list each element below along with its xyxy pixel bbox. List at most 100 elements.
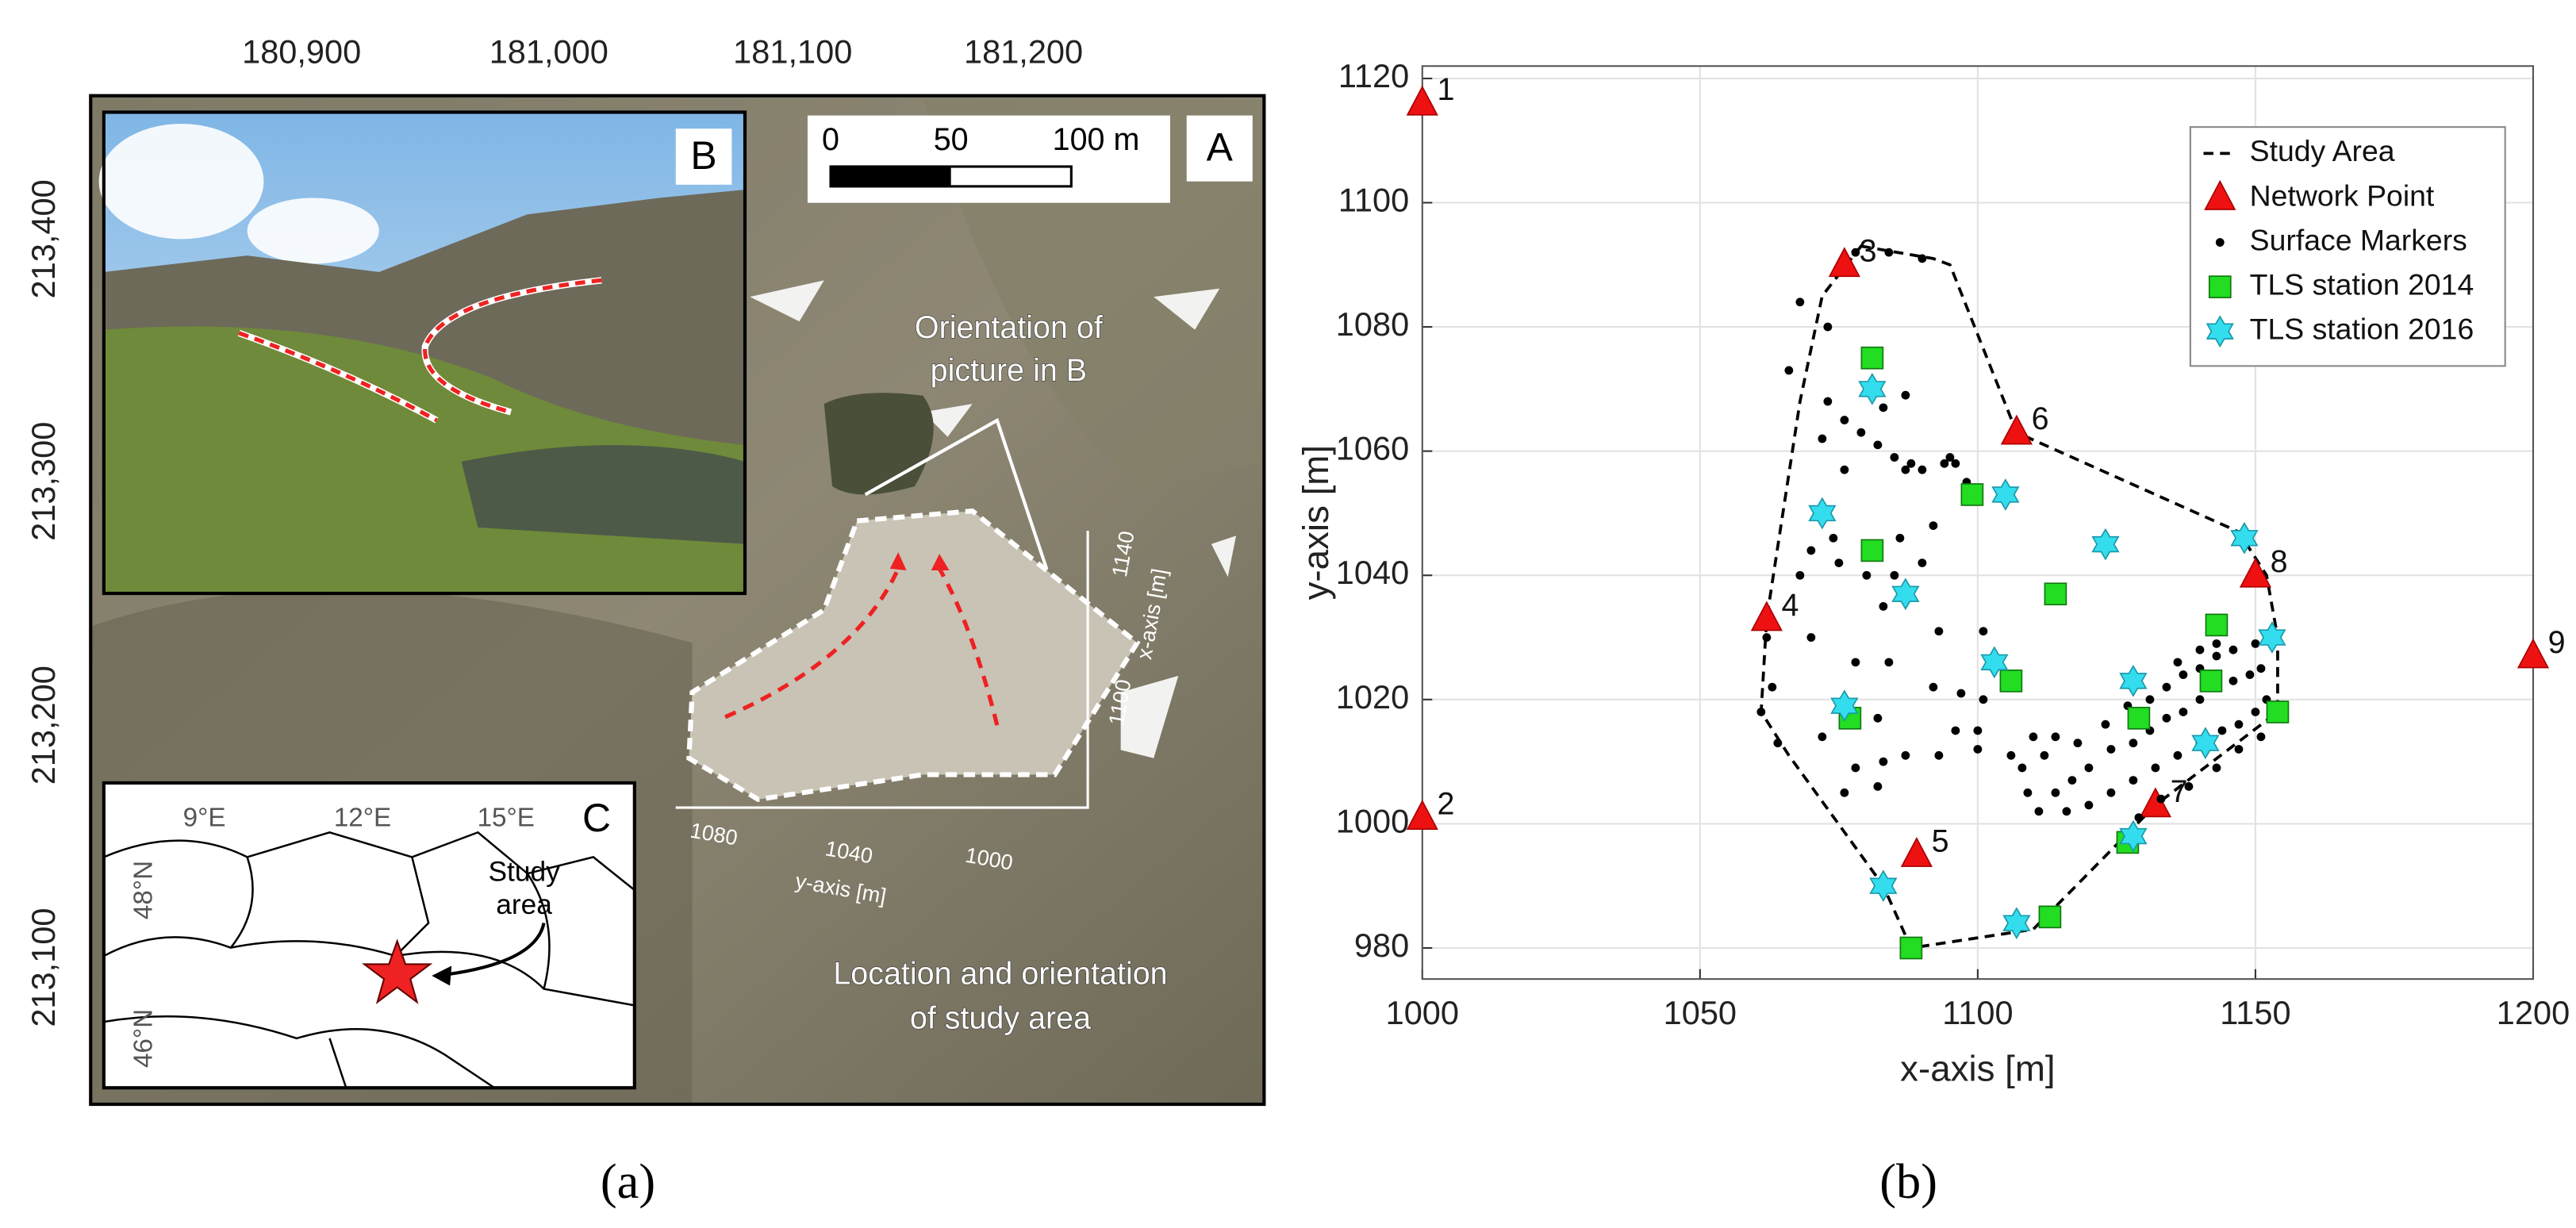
- inset-tick: 15°E: [478, 803, 535, 832]
- surface-marker: [1979, 627, 1988, 636]
- surface-marker: [2006, 750, 2016, 760]
- surface-marker: [1901, 465, 1910, 474]
- x-tick-label: 1050: [1664, 994, 1737, 1031]
- surface-marker: [1762, 633, 1772, 642]
- surface-marker: [1918, 558, 1927, 567]
- arrow-head: [432, 965, 452, 986]
- surface-marker: [1951, 726, 1960, 735]
- surface-marker: [2256, 664, 2266, 673]
- surface-marker: [1901, 750, 1910, 760]
- tls-2016: [2119, 664, 2148, 697]
- surface-marker: [2106, 788, 2116, 797]
- panel-label: B: [690, 133, 716, 178]
- point-label: 1: [1438, 72, 1455, 107]
- borders: [103, 831, 635, 1089]
- local-axes: [675, 531, 1089, 809]
- surface-marker: [2051, 732, 2060, 742]
- surface-marker: [1879, 757, 1888, 766]
- point-label: 3: [1860, 234, 1877, 269]
- y-tick-label: 1080: [1336, 305, 1409, 343]
- map-y-tick: 213,400: [25, 179, 62, 298]
- surface-marker: [1784, 366, 1794, 375]
- surface-marker: [1951, 459, 1960, 468]
- surface-marker: [1856, 428, 1866, 437]
- pond: [461, 445, 745, 544]
- view-direction: [864, 417, 1049, 570]
- cloud: [247, 198, 379, 264]
- tls-2014: [2266, 700, 2290, 723]
- tls-2014: [2199, 670, 2223, 693]
- surface-marker: [2106, 745, 2116, 754]
- study-area: [1759, 244, 2279, 950]
- network-point: [1828, 247, 1860, 278]
- scale-bar-box: [807, 115, 1170, 203]
- surface-marker: [2084, 763, 2094, 773]
- surface-marker: [2195, 695, 2205, 704]
- caption: (a): [601, 1154, 655, 1209]
- y-tick-label: 1020: [1336, 678, 1409, 716]
- network-point: [2000, 414, 2033, 445]
- surface-marker: [1918, 465, 1927, 474]
- panel-label-box: [568, 791, 625, 847]
- surface-marker: [2179, 670, 2188, 679]
- surface-marker: [1979, 695, 1988, 704]
- surface-marker: [2212, 639, 2221, 648]
- surface-marker: [2256, 732, 2266, 742]
- surface-marker: [2173, 750, 2182, 760]
- flow-arrow: [937, 567, 1000, 726]
- surface-marker: [1929, 682, 1938, 692]
- rock-glacier: [689, 511, 1138, 800]
- map-x-tick: 180,900: [242, 33, 361, 71]
- surface-marker: [2017, 763, 2027, 773]
- flow-arrow: [238, 331, 438, 423]
- annotation: of study area: [910, 1001, 1091, 1036]
- map-y-tick: 213,300: [25, 422, 62, 541]
- tls-2014: [1960, 483, 1984, 506]
- tls-2014: [1899, 936, 1923, 960]
- surface-marker: [2145, 695, 2155, 704]
- inset-frame: [102, 110, 747, 596]
- flow-arrow: [423, 278, 602, 415]
- y-tick-label: 1040: [1336, 554, 1409, 591]
- tls-2016: [1891, 578, 1920, 611]
- annotation: picture in B: [931, 353, 1087, 388]
- surface-marker: [2229, 676, 2238, 685]
- legend-label: Surface Markers: [2250, 223, 2467, 256]
- map-y-tick: 213,100: [25, 908, 62, 1027]
- x-tick-label: 1100: [1942, 994, 2013, 1031]
- tls-2014: [2038, 905, 2062, 929]
- tls-2016: [2230, 521, 2259, 555]
- tls-2016: [1830, 689, 1859, 723]
- surface-marker: [2234, 720, 2244, 729]
- surface-marker: [2051, 788, 2060, 797]
- surface-marker: [1873, 713, 1883, 723]
- network-point: [1750, 601, 1783, 631]
- tls-2016: [1991, 478, 2020, 511]
- surface-marker: [2023, 788, 2033, 797]
- surface-marker: [2040, 750, 2049, 760]
- y-tick-label: 1100: [1338, 181, 1409, 218]
- legend-swatch: [2206, 315, 2234, 348]
- surface-marker: [2067, 776, 2077, 785]
- map-x-tick: 181,200: [964, 33, 1083, 71]
- point-label: 4: [1782, 588, 1799, 623]
- surface-marker: [2101, 720, 2110, 729]
- legend-swatch: [2204, 179, 2236, 210]
- surface-marker: [1862, 570, 1872, 580]
- surface-marker: [1873, 782, 1883, 791]
- surface-marker: [1851, 763, 1860, 773]
- pointer-arrow: [436, 923, 546, 978]
- surface-marker: [1834, 558, 1844, 567]
- surface-marker: [1884, 248, 1894, 257]
- flow-arrow: [724, 567, 900, 720]
- surface-marker: [1840, 416, 1849, 424]
- inset-locator: Study area 9°E 12°E 15°E 48°N 46°N C: [102, 781, 636, 1090]
- surface-marker: [2084, 800, 2094, 810]
- surface-marker: [2162, 682, 2171, 692]
- surface-marker: [1895, 533, 1905, 543]
- tls-2016: [2091, 528, 2120, 561]
- study-area-star: [361, 938, 433, 1004]
- surface-marker: [1973, 726, 1983, 735]
- surface-marker: [1806, 633, 1816, 642]
- surface-marker: [1818, 732, 1827, 742]
